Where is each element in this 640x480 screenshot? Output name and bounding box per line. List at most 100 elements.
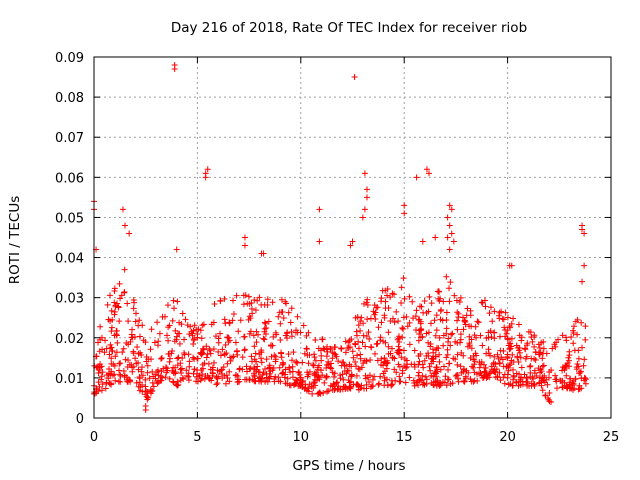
data-point (472, 350, 479, 357)
data-point (135, 366, 142, 373)
data-point (299, 379, 306, 386)
data-point (191, 322, 198, 329)
data-point (446, 202, 453, 209)
data-point (311, 379, 318, 386)
data-point (285, 309, 292, 316)
data-point (505, 342, 512, 349)
data-point (398, 354, 405, 361)
data-point (447, 380, 454, 387)
data-point (581, 262, 588, 269)
data-point (106, 351, 113, 358)
data-point (539, 363, 546, 370)
data-point (363, 186, 370, 193)
data-point (128, 331, 135, 338)
data-point (102, 337, 109, 344)
data-point (251, 297, 258, 304)
data-point (546, 369, 553, 376)
data-point (423, 380, 430, 387)
data-point (180, 375, 187, 382)
data-point (576, 370, 583, 377)
data-point (354, 352, 361, 359)
data-point (363, 299, 370, 306)
data-point (142, 383, 149, 390)
y-tick-label: 0.03 (55, 292, 84, 307)
data-point (108, 307, 115, 314)
data-point (207, 366, 214, 373)
data-point (418, 303, 425, 310)
data-point (579, 344, 586, 351)
data-point (442, 373, 449, 380)
data-point (506, 324, 513, 331)
data-point (533, 373, 540, 380)
data-point (172, 368, 179, 375)
data-point (566, 352, 573, 359)
data-point (427, 320, 434, 327)
tick-marks (93, 56, 612, 419)
data-point (571, 385, 578, 392)
data-point (432, 234, 439, 241)
data-point (470, 364, 477, 371)
data-point (226, 320, 233, 327)
data-point (323, 353, 330, 360)
data-point (179, 310, 186, 317)
data-point (419, 238, 426, 245)
data-point (288, 305, 295, 312)
data-point (502, 333, 509, 340)
data-point (305, 329, 312, 336)
data-point (406, 374, 413, 381)
data-point (224, 334, 231, 341)
data-point (376, 380, 383, 387)
data-point (582, 376, 589, 383)
data-point (276, 364, 283, 371)
data-point (559, 377, 566, 384)
data-point (415, 337, 422, 344)
data-point (103, 371, 110, 378)
data-point (312, 357, 319, 364)
data-point (293, 377, 300, 384)
data-point (270, 333, 277, 340)
data-point (311, 351, 318, 358)
data-point (546, 398, 553, 405)
data-point (366, 378, 373, 385)
data-point (125, 318, 132, 325)
data-point (337, 386, 344, 393)
data-point (362, 375, 369, 382)
data-point (94, 339, 101, 346)
data-point (194, 330, 201, 337)
data-point (241, 333, 248, 340)
data-point (457, 331, 464, 338)
data-point (343, 370, 350, 377)
data-point (443, 273, 450, 280)
data-point (536, 351, 543, 358)
data-point (378, 319, 385, 326)
data-point (240, 301, 247, 308)
data-point (314, 366, 321, 373)
data-point (243, 363, 250, 370)
y-tick-label: 0.05 (55, 211, 84, 226)
data-point (165, 324, 172, 331)
data-point (537, 374, 544, 381)
data-point (355, 322, 362, 329)
data-point (109, 372, 116, 379)
data-point (215, 335, 222, 342)
data-point (348, 363, 355, 370)
data-point (127, 338, 134, 345)
data-point (279, 359, 286, 366)
data-point (385, 350, 392, 357)
data-point (361, 206, 368, 213)
data-point (250, 332, 257, 339)
data-point (517, 354, 524, 361)
data-point (504, 354, 511, 361)
data-point (219, 346, 226, 353)
data-point (516, 345, 523, 352)
data-point (247, 328, 254, 335)
data-point (529, 374, 536, 381)
data-point (255, 375, 262, 382)
data-point (454, 326, 461, 333)
data-point (105, 375, 112, 382)
data-point (479, 299, 486, 306)
data-point (332, 344, 339, 351)
data-point (367, 315, 374, 322)
data-point (415, 361, 422, 368)
data-point (136, 317, 143, 324)
